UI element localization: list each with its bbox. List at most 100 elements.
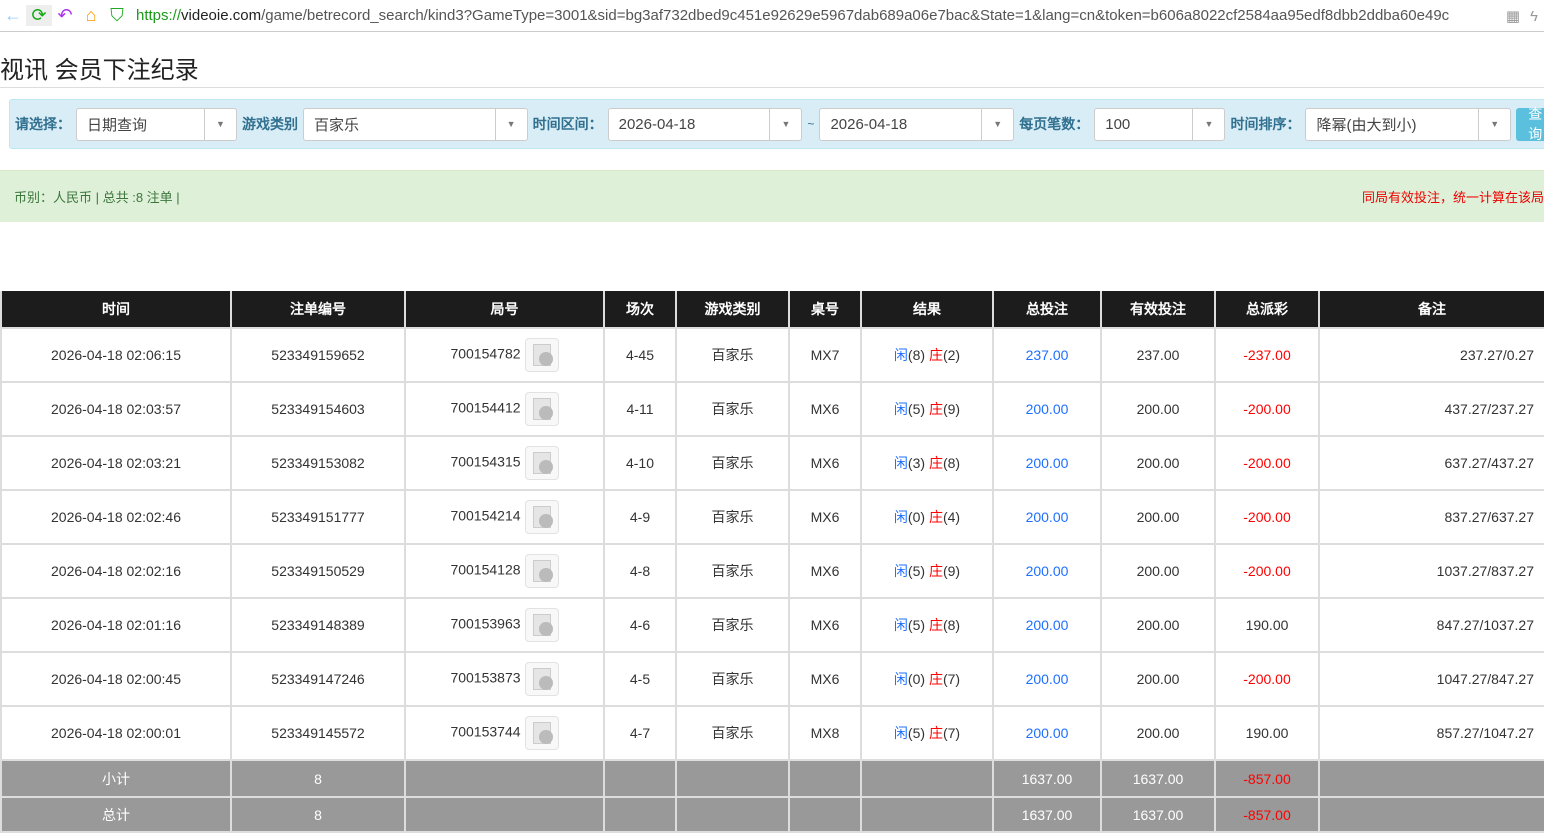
bet-id-cell: 523349153082 [230,435,406,491]
table-row: 2026-04-18 02:03:21 523349153082 7001543… [0,435,1544,491]
page-title: 视讯 会员下注纪录 [0,57,199,84]
summary-valid: 1637.00 [1100,796,1216,833]
player-label: 闲 [893,455,908,471]
table-row: 2026-04-18 02:01:16 523349148389 7001539… [0,597,1544,653]
summary-payout: -857.00 [1214,759,1320,798]
note-cell: 857.27/1047.27 [1318,705,1544,761]
range-separator: ~ [807,117,815,131]
valid-bet-cell: 200.00 [1100,543,1216,599]
column-header: 总派彩 [1214,291,1320,329]
lightning-icon[interactable]: ϟ [1530,7,1538,25]
payout-cell: 190.00 [1214,705,1320,761]
bet-id-cell: 523349148389 [230,597,406,653]
table-row: 2026-04-18 02:00:45 523349147246 7001538… [0,651,1544,707]
table-cell: MX6 [788,597,862,653]
total-bet-cell[interactable]: 200.00 [992,381,1102,437]
chevron-down-icon: ▼ [494,108,527,140]
total-bet-cell[interactable]: 200.00 [992,435,1102,491]
round-cell: 700154782 [404,327,605,383]
banker-points: (9) [942,563,961,579]
total-bet-cell[interactable]: 200.00 [992,489,1102,545]
session-cell: 4-8 [603,543,677,599]
sort-value: 降幂(由大到小) [1316,116,1417,134]
valid-bet-cell: 200.00 [1100,435,1216,491]
result-cell: 闲(5) 庄(9) [860,543,994,599]
total-bet-cell[interactable]: 200.00 [992,543,1102,599]
grand-total-row: 总计 8 1637.00 1637.00 -857.00 [0,796,1544,833]
column-header: 总投注 [992,291,1102,329]
shield-icon: ⛉ [110,5,124,25]
qr-code-icon[interactable]: ▦ [1505,8,1521,25]
url-domain: videoie.com [181,7,262,24]
sort-label: 时间排序： [1230,116,1301,132]
banker-points: (7) [942,671,961,687]
video-replay-icon[interactable] [524,338,559,372]
home-icon[interactable]: ⌂ [85,5,97,25]
round-number: 700153873 [450,669,521,686]
back-icon[interactable]: ← [4,5,22,25]
bet-id-cell: 523349154603 [230,381,406,437]
column-header: 注单编号 [230,291,406,329]
chevron-down-icon: ▼ [1478,108,1510,140]
column-header: 时间 [0,291,232,329]
round-cell: 700154315 [404,435,605,491]
query-type-select[interactable]: 日期查询 ▼ [76,107,238,141]
result-cell: 闲(8) 庄(2) [860,327,994,383]
query-button[interactable]: 查询 [1516,106,1544,142]
video-replay-icon[interactable] [524,608,559,642]
banker-label: 庄 [928,563,943,579]
payout-cell: -200.00 [1214,489,1320,545]
chevron-down-icon: ▼ [769,108,801,140]
session-cell: 4-9 [603,489,677,545]
round-cell: 700153873 [404,651,605,707]
game-type-select[interactable]: 百家乐 ▼ [303,107,528,141]
time-cell: 2026-04-18 02:02:16 [0,543,232,599]
session-cell: 4-11 [603,381,677,437]
video-replay-icon[interactable] [524,662,559,696]
result-cell: 闲(5) 庄(8) [860,597,994,653]
note-cell: 847.27/1037.27 [1318,597,1544,653]
chevron-down-icon: ▼ [981,108,1013,140]
game-cell: 百家乐 [675,435,790,491]
result-cell: 闲(0) 庄(7) [860,651,994,707]
bet-id-cell: 523349145572 [230,705,406,761]
summary-alert: 币别：人民币 | 总共 :8 注单 | 同局有效投注，统一计算在该局 [0,170,1544,222]
session-cell: 4-45 [603,327,677,383]
round-cell: 700153744 [404,705,605,761]
video-replay-icon[interactable] [524,392,559,426]
video-replay-icon[interactable] [524,446,559,480]
banker-label: 庄 [928,725,943,741]
total-bet-cell[interactable]: 200.00 [992,597,1102,653]
valid-bet-cell: 237.00 [1100,327,1216,383]
bet-id-cell: 523349147246 [230,651,406,707]
result-cell: 闲(5) 庄(7) [860,705,994,761]
chevron-down-icon: ▼ [1192,108,1224,140]
round-number: 700153744 [450,723,521,740]
date-from-select[interactable]: 2026-04-18 ▼ [607,107,803,141]
total-bet-cell[interactable]: 237.00 [992,327,1102,383]
video-replay-icon[interactable] [524,554,559,588]
summary-label: 小计 [0,759,232,798]
valid-bet-cell: 200.00 [1100,651,1216,707]
table-cell: MX7 [788,327,862,383]
total-bet-cell[interactable]: 200.00 [992,651,1102,707]
video-replay-icon[interactable] [524,716,559,750]
per-page-select[interactable]: 100 ▼ [1094,107,1226,141]
sort-select[interactable]: 降幂(由大到小) ▼ [1305,107,1512,141]
reload-icon[interactable]: ⟳ [26,5,52,26]
result-cell: 闲(5) 庄(9) [860,381,994,437]
valid-bet-cell: 200.00 [1100,489,1216,545]
column-header: 结果 [860,291,994,329]
video-replay-icon[interactable] [524,500,559,534]
game-cell: 百家乐 [675,705,790,761]
valid-bet-cell: 200.00 [1100,381,1216,437]
bet-id-cell: 523349151777 [230,489,406,545]
divider [0,87,1544,88]
bet-id-cell: 523349159652 [230,327,406,383]
undo-icon[interactable]: ↶ [57,5,73,25]
time-cell: 2026-04-18 02:00:01 [0,705,232,761]
total-bet-cell[interactable]: 200.00 [992,705,1102,761]
url-field[interactable]: https://videoie.com/game/betrecord_searc… [136,7,1544,24]
date-to-select[interactable]: 2026-04-18 ▼ [819,107,1015,141]
payout-cell: -200.00 [1214,381,1320,437]
